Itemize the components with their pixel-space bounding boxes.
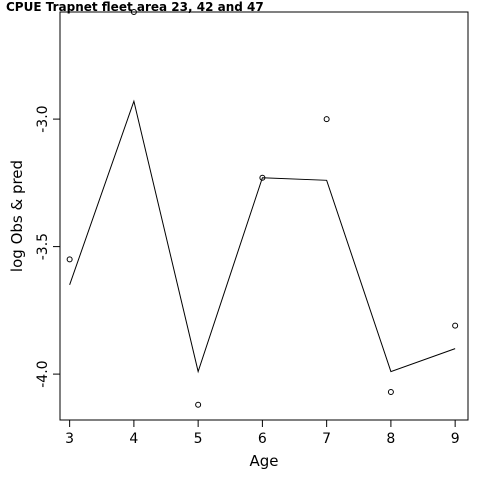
x-tick-label: 4 <box>129 431 138 447</box>
x-axis-label: Age <box>249 452 278 470</box>
predicted-line <box>69 99 456 374</box>
x-tick-label: 7 <box>322 431 331 447</box>
y-tick-label: -3.0 <box>35 105 51 132</box>
x-tick-label: 9 <box>451 431 460 447</box>
series-layer <box>66 9 459 408</box>
plot-frame <box>59 11 469 421</box>
x-tick-label: 5 <box>194 431 203 447</box>
observed-point <box>130 9 137 15</box>
y-axis: -3.0 -3.5 -4.0 <box>35 105 60 388</box>
y-tick-label: -3.5 <box>35 233 51 260</box>
chart-title: CPUE Trapnet fleet area 23, 42 and 47 <box>6 0 264 14</box>
y-tick-label: -4.0 <box>35 360 51 387</box>
observed-point <box>66 256 73 263</box>
x-tick-label: 3 <box>65 431 74 447</box>
x-tick-label: 6 <box>258 431 267 447</box>
observed-point <box>387 388 394 395</box>
observed-point <box>323 116 330 123</box>
observed-point <box>195 401 202 408</box>
y-axis-label: log Obs & pred <box>8 160 26 272</box>
observed-point <box>452 322 459 329</box>
x-tick-label: 8 <box>386 431 395 447</box>
x-axis: 3 4 5 6 7 8 9 <box>65 420 460 447</box>
